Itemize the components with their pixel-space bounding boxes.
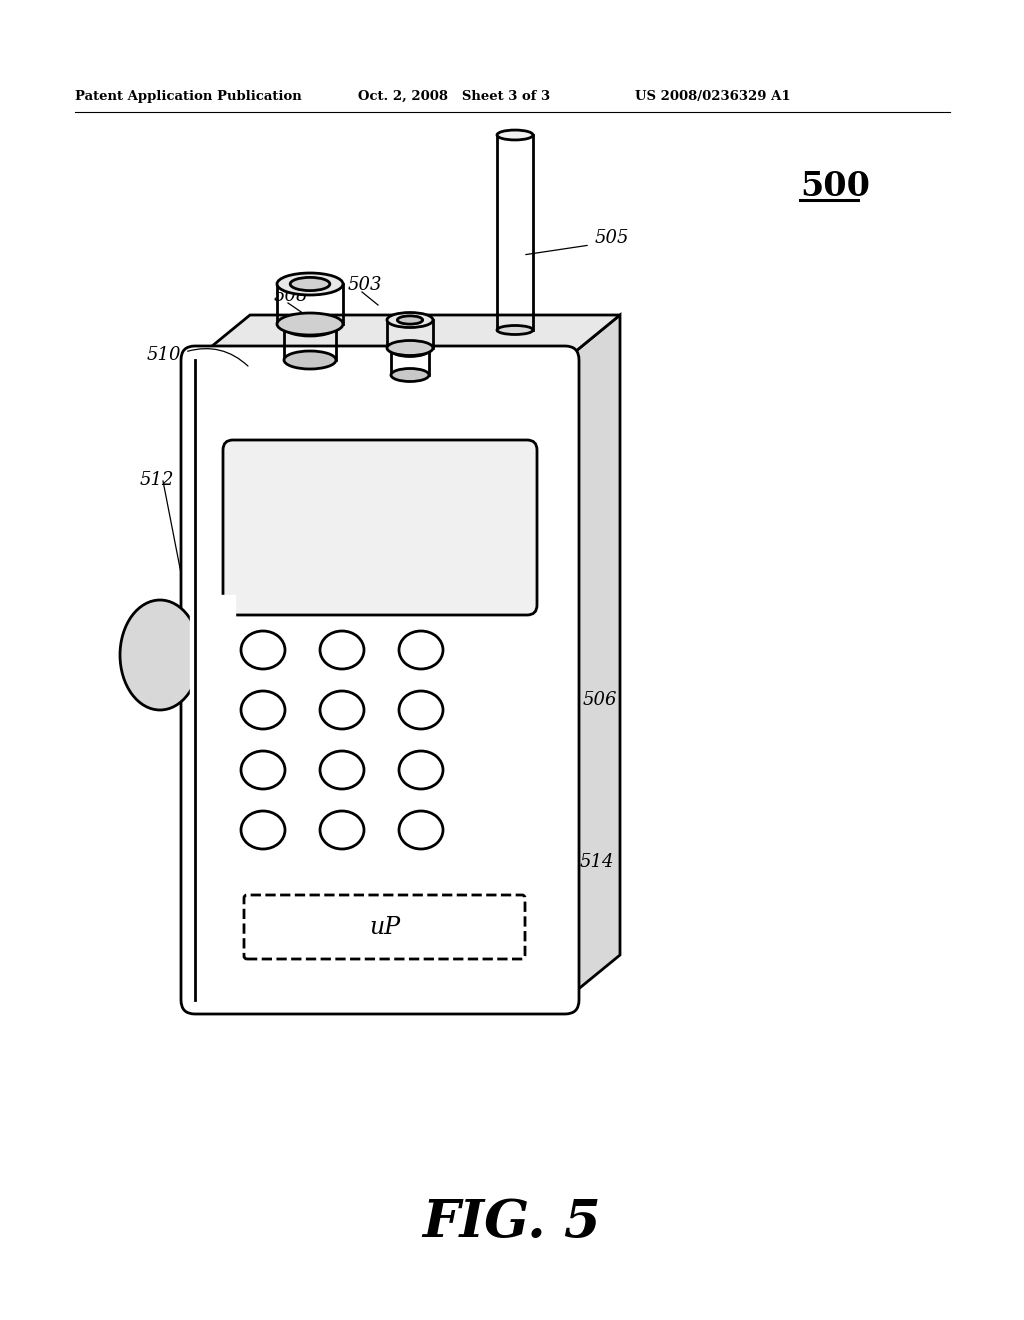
Ellipse shape [497,131,534,140]
Ellipse shape [497,326,534,334]
Polygon shape [565,315,620,1001]
Text: Patent Application Publication: Patent Application Publication [75,90,302,103]
Ellipse shape [399,751,443,789]
Ellipse shape [241,690,285,729]
Ellipse shape [391,343,429,356]
Ellipse shape [290,277,330,290]
Text: 503: 503 [348,276,383,294]
FancyBboxPatch shape [223,440,537,615]
Ellipse shape [241,631,285,669]
Ellipse shape [399,810,443,849]
Ellipse shape [391,368,429,381]
Text: FIG. 5: FIG. 5 [423,1196,601,1247]
Polygon shape [195,315,620,360]
Ellipse shape [399,631,443,669]
Ellipse shape [319,810,364,849]
Ellipse shape [399,690,443,729]
Ellipse shape [387,341,433,355]
Ellipse shape [319,631,364,669]
Ellipse shape [120,601,200,710]
Text: 514: 514 [580,853,614,871]
Ellipse shape [284,318,336,337]
Ellipse shape [241,751,285,789]
Text: US 2008/0236329 A1: US 2008/0236329 A1 [635,90,791,103]
Ellipse shape [241,810,285,849]
Text: 508: 508 [274,286,308,305]
Bar [190,595,234,715]
Ellipse shape [278,313,343,335]
Text: uP: uP [369,916,400,939]
Text: 512: 512 [140,471,174,488]
Text: Oct. 2, 2008   Sheet 3 of 3: Oct. 2, 2008 Sheet 3 of 3 [358,90,550,103]
Text: 506: 506 [583,690,617,709]
Ellipse shape [397,315,423,325]
Text: 510: 510 [147,346,181,364]
FancyBboxPatch shape [181,346,579,1014]
Ellipse shape [319,751,364,789]
Ellipse shape [387,313,433,327]
Text: 500: 500 [800,170,870,203]
Ellipse shape [319,690,364,729]
FancyBboxPatch shape [244,895,525,960]
Text: 504: 504 [278,453,312,471]
Text: 505: 505 [595,228,630,247]
Ellipse shape [278,273,343,294]
Ellipse shape [284,351,336,370]
